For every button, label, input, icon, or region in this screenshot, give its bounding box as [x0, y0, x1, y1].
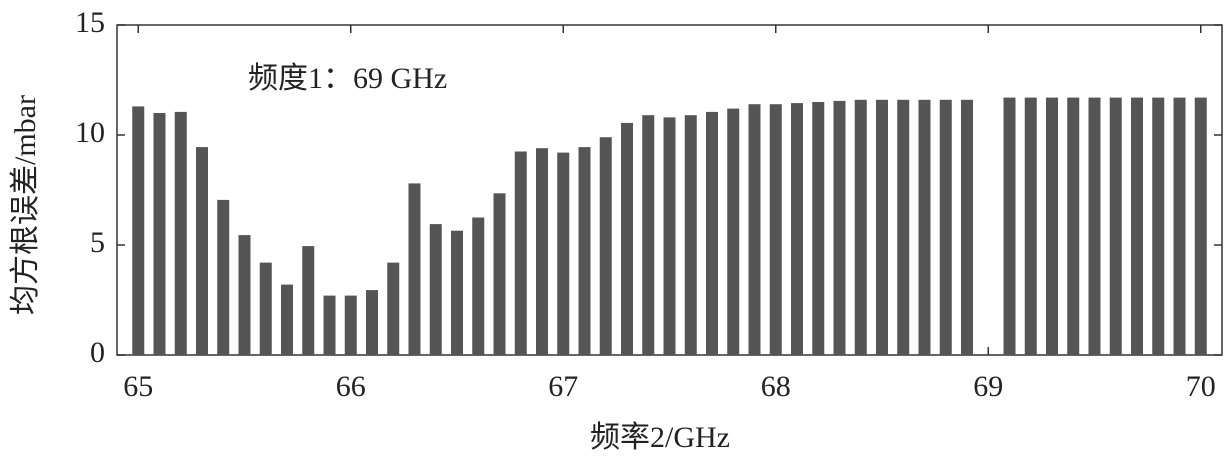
bar: [344, 295, 357, 355]
x-tick-label: 68: [761, 370, 791, 403]
bar: [769, 104, 782, 355]
annotation: 频度1：69 GHz: [248, 62, 447, 95]
bar: [387, 262, 400, 355]
bar: [238, 235, 251, 355]
bar: [366, 290, 378, 355]
bar: [876, 99, 888, 355]
bar: [153, 113, 166, 355]
bar: [174, 111, 187, 356]
bar: [1194, 97, 1207, 355]
bar: [429, 224, 442, 355]
bar: [706, 111, 718, 356]
bar: [259, 262, 272, 355]
x-tick-label: 67: [548, 370, 578, 403]
bar: [939, 99, 952, 355]
bar: [472, 217, 485, 355]
bar: [897, 99, 910, 355]
bar: [684, 115, 697, 355]
bar: [557, 152, 570, 355]
bar: [1109, 97, 1122, 355]
bar: [302, 246, 315, 355]
bar: [748, 104, 761, 355]
bar: [132, 106, 145, 356]
bar: [961, 99, 973, 355]
bar: [323, 295, 336, 355]
bar: [1003, 97, 1016, 355]
bar: [196, 147, 208, 355]
bar: [727, 108, 740, 355]
bar: [1173, 97, 1186, 355]
bar: [536, 148, 548, 355]
bar: [1131, 97, 1143, 355]
bar: [1024, 97, 1037, 355]
y-tick-label: 15: [75, 6, 105, 39]
y-tick-label: 5: [90, 226, 105, 259]
bar: [1152, 97, 1165, 355]
bar: [791, 103, 803, 355]
bar: [281, 284, 293, 355]
y-axis-label: 均方根误差/mbar: [9, 95, 42, 315]
x-tick-label: 69: [973, 370, 1003, 403]
x-tick-label: 66: [336, 370, 366, 403]
bar: [642, 115, 655, 355]
y-tick-label: 0: [90, 336, 105, 369]
y-tick-label: 10: [75, 116, 105, 149]
bar: [833, 100, 846, 356]
bar: [1088, 97, 1101, 355]
bar: [918, 99, 931, 355]
x-tick-label: 70: [1186, 370, 1216, 403]
bar: [599, 137, 612, 355]
x-tick-label: 65: [123, 370, 153, 403]
bar: [621, 122, 633, 356]
bar: [1046, 97, 1058, 355]
bar: [217, 199, 230, 355]
bar: [408, 183, 421, 355]
bar: [578, 147, 591, 355]
x-axis-label: 频率2/GHz: [590, 421, 730, 454]
bar: [1067, 97, 1080, 355]
bar: [514, 151, 527, 355]
bar: [663, 117, 676, 356]
bar: [493, 193, 506, 355]
bar: [812, 102, 825, 355]
bar: [854, 99, 867, 355]
bar: [451, 230, 463, 355]
